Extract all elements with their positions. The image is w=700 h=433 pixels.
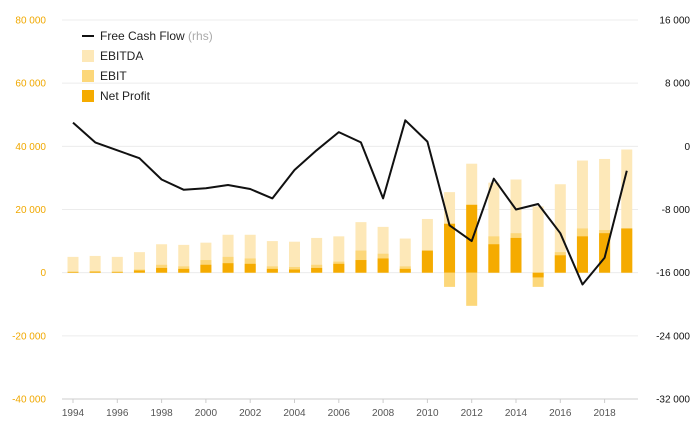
x-tick-label: 2008 [372,408,395,419]
ebitda-bars [67,149,633,273]
ebitda-bar [554,184,566,273]
legend-swatch-net-profit [82,90,94,102]
x-axis-ticks: 1994 1996 1998 2000 2002 2004 2006 2008 2010 2012… [62,399,616,419]
net-profit-bar [510,237,522,273]
ebit-bar [111,271,123,273]
y-right-tick-label: 16 000 [659,16,690,27]
y-right-tick-label: -32 000 [656,395,690,406]
y-left-tick-label: 20 000 [15,205,46,216]
net-profit-bar [156,267,168,273]
ebit-bar [532,272,544,287]
y-right-tick-label: 8 000 [665,79,690,90]
net-profit-bar [222,263,234,273]
ebit-bar [466,272,478,306]
ebitda-bar [133,252,145,273]
ebitda-bar [156,244,168,273]
x-tick-label: 1994 [62,408,85,419]
net-profit-bar [178,268,190,273]
ebitda-bar [355,222,367,273]
y-right-tick-label: 0 [684,142,690,153]
net-profit-bar [89,271,101,273]
ebitda-bar [599,158,611,273]
legend-fcf-name: Free Cash Flow [100,29,185,43]
net-profit-bar [377,258,389,273]
ebitda-bar [333,236,345,273]
ebitda-bar [289,241,300,273]
x-tick-label: 2002 [239,408,262,419]
ebit-bars [67,228,633,306]
ebitda-bar [111,256,123,273]
net-profit-bar [399,268,411,273]
ebitda-bar [576,160,588,273]
ebitda-bar [89,255,101,273]
x-tick-label: 2012 [461,408,484,419]
x-tick-label: 2014 [505,408,528,419]
net-profit-bar [311,267,323,273]
y-left-tick-label: 60 000 [15,79,46,90]
ebitda-bar [200,242,212,273]
legend-fcf-suffix: (rhs) [188,29,213,43]
net-profit-bar [576,236,588,273]
net-profit-bar [421,250,433,273]
net-profit-bar [333,263,345,273]
net-profit-bar [355,260,367,273]
ebitda-bar [222,234,234,273]
net-profit-bar [554,255,566,273]
y-left-tick-label: -20 000 [12,331,46,342]
net-profit-bar [244,263,256,273]
legend-label-ebitda: EBITDA [100,49,143,63]
y-right-tick-label: -16 000 [656,268,690,279]
net-profit-bar [111,272,123,273]
ebitda-bar [244,234,256,273]
ebitda-bar [266,241,278,273]
right-axis-ticks: -32 000 -24 000 -16 000 -8 000 0 8 000 16 000 [656,16,690,406]
net-profit-bar [266,268,278,273]
x-tick-label: 2018 [593,408,616,419]
net-profit-bar [444,223,456,273]
ebitda-bar [377,226,389,273]
legend-label-net-profit: Net Profit [100,89,151,103]
x-tick-label: 2016 [549,408,572,419]
net-profit-bar [488,244,500,273]
y-right-tick-label: -24 000 [656,331,690,342]
ebitda-bar [621,149,633,273]
ebitda-bar [488,182,500,273]
ebitda-bar [421,218,433,273]
net-profit-bar [532,272,544,278]
left-axis-ticks: -40 000 -20 000 0 20 000 40 000 60 000 80 000 [12,16,46,406]
ebitda-bar [311,237,323,273]
x-tick-label: 1998 [150,408,173,419]
x-tick-label: 2000 [195,408,218,419]
y-right-tick-label: -8 000 [662,205,691,216]
x-tick-label: 1996 [106,408,129,419]
ebitda-bar [510,179,522,273]
ebitda-bar [399,238,411,273]
ebitda-bar [67,256,79,273]
ebitda-bar [532,206,544,273]
legend: Free Cash Flow (rhs) EBITDA EBIT Net Pro… [82,29,213,103]
legend-swatch-ebitda [82,50,94,62]
y-left-tick-label: 80 000 [15,16,46,27]
ebitda-bar [178,244,190,273]
free-cash-flow-line [72,119,628,286]
y-left-tick-label: 40 000 [15,142,46,153]
legend-label-fcf: Free Cash Flow (rhs) [100,29,213,43]
ebit-bar [444,272,456,287]
net-profit-bar [67,272,79,273]
y-left-tick-label: 0 [40,268,46,279]
legend-swatch-ebit [82,70,94,82]
x-tick-label: 2006 [328,408,351,419]
net-profit-bar [200,264,212,273]
gridlines [62,19,638,400]
net-profit-bar [133,270,145,273]
x-tick-label: 2004 [283,408,306,419]
y-left-tick-label: -40 000 [12,395,46,406]
x-tick-label: 2010 [416,408,439,419]
net-profit-bar [289,269,300,273]
ebit-bar [67,271,79,273]
net-profit-bar [599,233,611,273]
legend-label-ebit: EBIT [100,69,127,83]
net-profit-bar [621,228,633,273]
